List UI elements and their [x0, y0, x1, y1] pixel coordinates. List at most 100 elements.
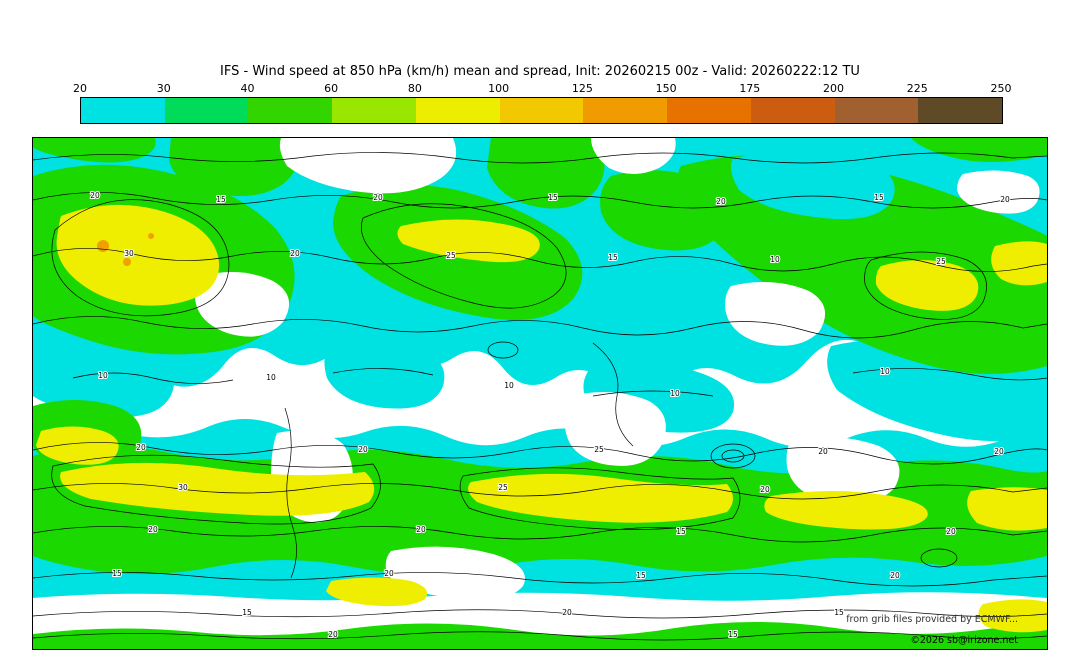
contour-line: [51, 199, 230, 317]
filled-region: [967, 487, 1047, 531]
contour-label: 20: [416, 525, 426, 534]
colorbar-segment: [667, 98, 751, 123]
colorbar: [80, 97, 1003, 124]
filled-region: [468, 473, 733, 523]
contour-label: 20: [760, 485, 770, 494]
colorbar-segment: [834, 98, 919, 123]
contour-label: 10: [770, 255, 780, 264]
filled-region: [33, 332, 175, 417]
colorbar-segment: [81, 98, 165, 123]
contour-label: 15: [242, 608, 252, 617]
contour-line: [33, 609, 1047, 619]
contour-label: 15: [834, 608, 844, 617]
colorbar-tick-label: 20: [73, 82, 87, 95]
contour-label: 25: [446, 251, 456, 260]
map-frame: from grib files provided by ECMWF... ©20…: [32, 137, 1048, 650]
contour-line: [710, 443, 756, 469]
filled-region: [279, 138, 457, 194]
contour-label: 10: [504, 381, 514, 390]
colorbar-tick-label: 100: [488, 82, 510, 95]
contour-line: [284, 407, 297, 579]
filled-region: [60, 462, 375, 516]
colorbar-tick-label: 175: [739, 82, 761, 95]
spread-contours: [33, 152, 1047, 641]
contour-label: 25: [498, 483, 508, 492]
contour-label: 15: [216, 195, 226, 204]
contour-line: [33, 152, 1047, 164]
contour-label: 10: [880, 367, 890, 376]
filled-region: [148, 233, 154, 239]
contour-label: 20: [384, 569, 394, 578]
contour-label: 10: [98, 371, 108, 380]
contour-label: 20: [148, 525, 158, 534]
colorbar-tick-label: 60: [324, 82, 339, 95]
filled-region: [326, 577, 428, 607]
fill-green-bottom: [33, 622, 1047, 649]
colorbar-tick-label: 250: [990, 82, 1012, 95]
fill-white: [33, 138, 1047, 638]
colorbar-tick-label: 150: [655, 82, 677, 95]
contour-label: 20: [136, 443, 146, 452]
filled-region: [786, 437, 900, 504]
colorbar-tick-label: 30: [156, 82, 171, 95]
chart-title: IFS - Wind speed at 850 hPa (km/h) mean …: [220, 64, 860, 79]
filled-region: [36, 426, 119, 465]
filled-region: [123, 258, 131, 266]
contour-label: 20: [328, 630, 338, 639]
filled-region: [875, 260, 979, 311]
contour-line: [33, 572, 1047, 587]
filled-region: [991, 241, 1047, 286]
filled-region: [324, 337, 445, 409]
contour-line: [721, 449, 745, 463]
colorbar-segment: [499, 98, 584, 123]
contour-label: 20: [290, 249, 300, 258]
colorbar-segment: [332, 98, 416, 123]
filled-region: [591, 138, 676, 174]
contour-line: [864, 251, 987, 320]
filled-region: [764, 491, 928, 530]
filled-region: [911, 138, 1047, 163]
contour-line: [72, 368, 1047, 397]
contour-line: [33, 631, 1047, 641]
filled-region: [731, 152, 895, 220]
colorbar-tick-label: 125: [571, 82, 593, 95]
filled-region: [957, 170, 1040, 214]
filled-region: [169, 138, 302, 196]
contour-label: 15: [548, 193, 558, 202]
contour-label: 15: [636, 571, 646, 580]
attribution-text: from grib files provided by ECMWF...: [846, 614, 1018, 625]
filled-region: [397, 219, 540, 263]
world-wind-map: from grib files provided by ECMWF... ©20…: [33, 138, 1047, 649]
colorbar-segment: [164, 98, 249, 123]
filled-region: [33, 622, 1047, 649]
contour-line: [361, 203, 567, 309]
filled-region: [677, 154, 1047, 374]
contour-label: 25: [936, 257, 946, 266]
contour-line: [51, 454, 381, 525]
contour-line: [487, 341, 519, 359]
filled-region: [725, 282, 826, 346]
contour-line: [920, 548, 958, 568]
colorbar-segment: [583, 98, 668, 123]
contour-label: 20: [890, 571, 900, 580]
colorbar-labels: 20 30 40 60 80 100 125 150 175 200 225 250: [73, 82, 1012, 95]
colorbar-tick-label: 200: [823, 82, 845, 95]
contour-line: [33, 192, 1047, 209]
contour-line: [33, 248, 1047, 272]
filled-region: [97, 240, 109, 252]
colorbar-tick-label: 80: [407, 82, 422, 95]
contour-label: 20: [562, 608, 572, 617]
colorbar-tick-label: 40: [240, 82, 255, 95]
contour-label: 30: [178, 483, 188, 492]
contour-label: 20: [994, 447, 1004, 456]
fill-cyan-overlay: [731, 152, 895, 220]
contour-label: 20: [358, 445, 368, 454]
contour-line: [592, 342, 634, 447]
contour-label: 15: [112, 569, 122, 578]
contour-label: 20: [818, 447, 828, 456]
contour-label: 15: [608, 253, 618, 262]
copyright-text: ©2026 sb@irizone.net: [910, 635, 1018, 646]
contour-label: 10: [266, 373, 276, 382]
contour-label: 30: [124, 249, 134, 258]
